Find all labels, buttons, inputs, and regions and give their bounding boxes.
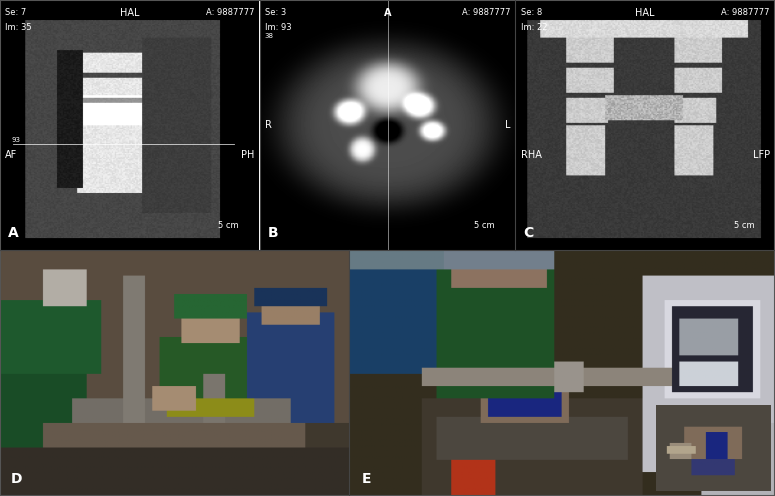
Text: E: E (361, 472, 371, 486)
Text: Se: 8: Se: 8 (521, 7, 542, 16)
Text: D: D (11, 472, 22, 486)
Text: Im: 35: Im: 35 (5, 22, 32, 32)
Text: B: B (267, 227, 278, 241)
Text: RHA: RHA (521, 150, 542, 160)
Text: 5 cm: 5 cm (734, 221, 754, 231)
Text: A: 9887777: A: 9887777 (722, 7, 770, 16)
Text: HAL: HAL (120, 7, 140, 17)
Text: 38: 38 (265, 33, 274, 39)
Text: AF: AF (5, 150, 18, 160)
Text: Se: 3: Se: 3 (265, 7, 286, 16)
Text: C: C (523, 227, 533, 241)
Text: Im: 93: Im: 93 (265, 22, 291, 32)
Text: A: A (384, 7, 391, 17)
Text: Se: 7: Se: 7 (5, 7, 26, 16)
Text: 5 cm: 5 cm (474, 221, 495, 231)
Text: PH: PH (241, 150, 254, 160)
Text: 93: 93 (12, 136, 21, 142)
Text: L: L (505, 120, 510, 130)
Text: HAL: HAL (636, 7, 655, 17)
Text: 5 cm: 5 cm (219, 221, 239, 231)
Text: A: 9887777: A: 9887777 (206, 7, 254, 16)
Text: A: A (8, 227, 19, 241)
Text: LFP: LFP (753, 150, 770, 160)
Text: Im: 22: Im: 22 (521, 22, 547, 32)
Text: A: 9887777: A: 9887777 (462, 7, 510, 16)
Text: R: R (265, 120, 271, 130)
